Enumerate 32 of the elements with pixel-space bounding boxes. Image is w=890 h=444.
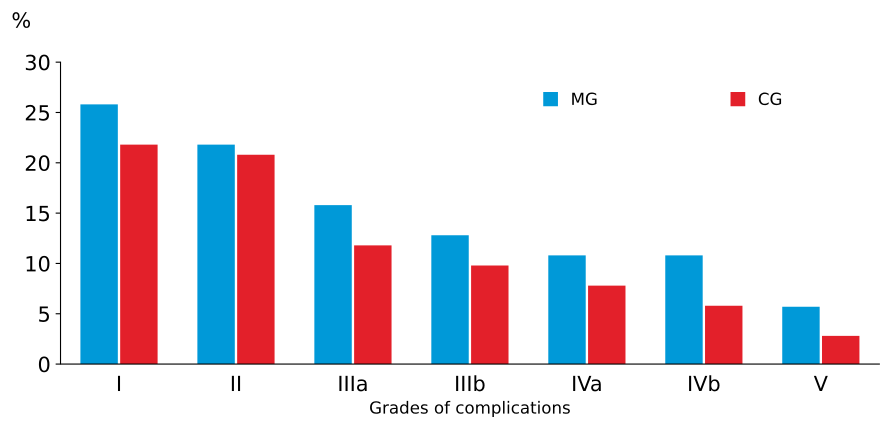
bar [197,144,235,364]
bar [431,235,469,364]
y-axis-title: % [12,12,30,28]
x-tick-label: IVa [573,376,601,392]
y-tick-label: 30 [26,54,50,70]
legend-label: CG [758,92,782,106]
bar [80,104,118,364]
x-tick-label: IIIa [339,376,367,392]
y-tick-label: 5 [39,306,49,322]
bar [588,286,626,364]
y-tick-label: 10 [26,256,50,272]
x-tick-label: II [232,376,240,392]
bar [120,144,158,364]
bar [822,336,860,364]
bar [471,265,509,364]
y-tick-label: 20 [26,155,50,172]
bar [782,306,820,364]
x-tick-label: IIIb [456,375,485,392]
bar [665,255,703,364]
x-tick-label: IVb [689,375,720,392]
y-tick-label: 25 [26,104,49,121]
x-tick-label: I [118,376,120,392]
bar [548,255,586,364]
bar [314,205,352,364]
bar [237,154,275,364]
bar [705,306,742,364]
y-tick-label: 0 [38,356,50,372]
legend-label: MG [572,92,597,106]
bar [354,245,392,364]
x-tick-label: V [814,376,828,392]
x-axis-title: Grades of complications [370,400,570,418]
y-tick-label: 15 [26,206,49,222]
